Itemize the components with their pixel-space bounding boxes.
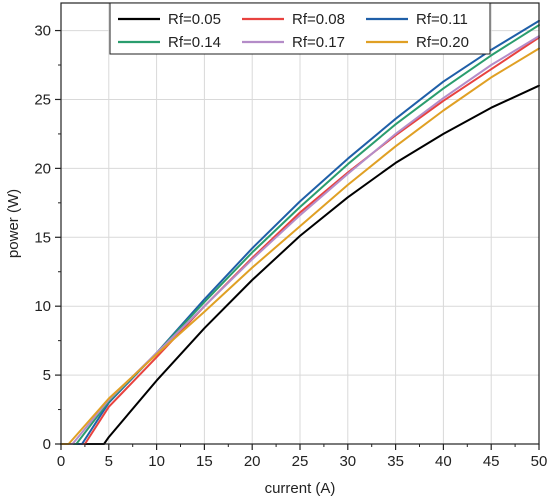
- legend-label: Rf=0.08: [292, 11, 345, 28]
- x-tick-label: 25: [292, 453, 309, 470]
- legend: Rf=0.05 Rf=0.08 Rf=0.11 Rf=0.14 Rf=0.17 Rf=0.…: [109, 2, 491, 55]
- y-axis-title: power (W): [5, 189, 22, 258]
- x-tick-label: 30: [339, 453, 356, 470]
- series-line-3: [60, 19, 540, 445]
- x-axis-title: current (A): [265, 480, 336, 497]
- y-tick-label: 25: [34, 91, 51, 108]
- x-tick-label: 15: [196, 453, 213, 470]
- x-tick-label: 45: [483, 453, 500, 470]
- series-line-2: [60, 36, 540, 445]
- y-tick-label: 15: [34, 229, 51, 246]
- series-lines: [60, 19, 540, 445]
- x-tick-label: 40: [435, 453, 452, 470]
- y-tick-label: 30: [34, 23, 51, 40]
- x-tick-label: 50: [531, 453, 548, 470]
- y-tick-label: 20: [34, 160, 51, 177]
- y-tick-label: 0: [43, 436, 51, 453]
- series-line-1: [60, 84, 540, 445]
- x-tick-label: 0: [57, 453, 65, 470]
- legend-box: [109, 2, 491, 55]
- axes: 0 5 10 15 20 25 30 35 40 45 50 0 5 10 15 20 25 30: [34, 23, 547, 470]
- legend-label: Rf=0.11: [416, 11, 468, 28]
- legend-label: Rf=0.14: [168, 34, 221, 51]
- x-tick-label: 35: [387, 453, 404, 470]
- series-line-6: [60, 47, 540, 445]
- y-tick-label: 10: [34, 298, 51, 315]
- legend-label: Rf=0.17: [292, 34, 345, 51]
- legend-label: Rf=0.20: [416, 34, 469, 51]
- x-tick-label: 20: [244, 453, 261, 470]
- y-tick-label: 5: [43, 367, 51, 384]
- series-line-5: [60, 35, 540, 445]
- legend-label: Rf=0.05: [168, 11, 221, 28]
- x-tick-label: 10: [148, 453, 165, 470]
- x-tick-label: 5: [105, 453, 113, 470]
- series-line-4: [60, 24, 540, 445]
